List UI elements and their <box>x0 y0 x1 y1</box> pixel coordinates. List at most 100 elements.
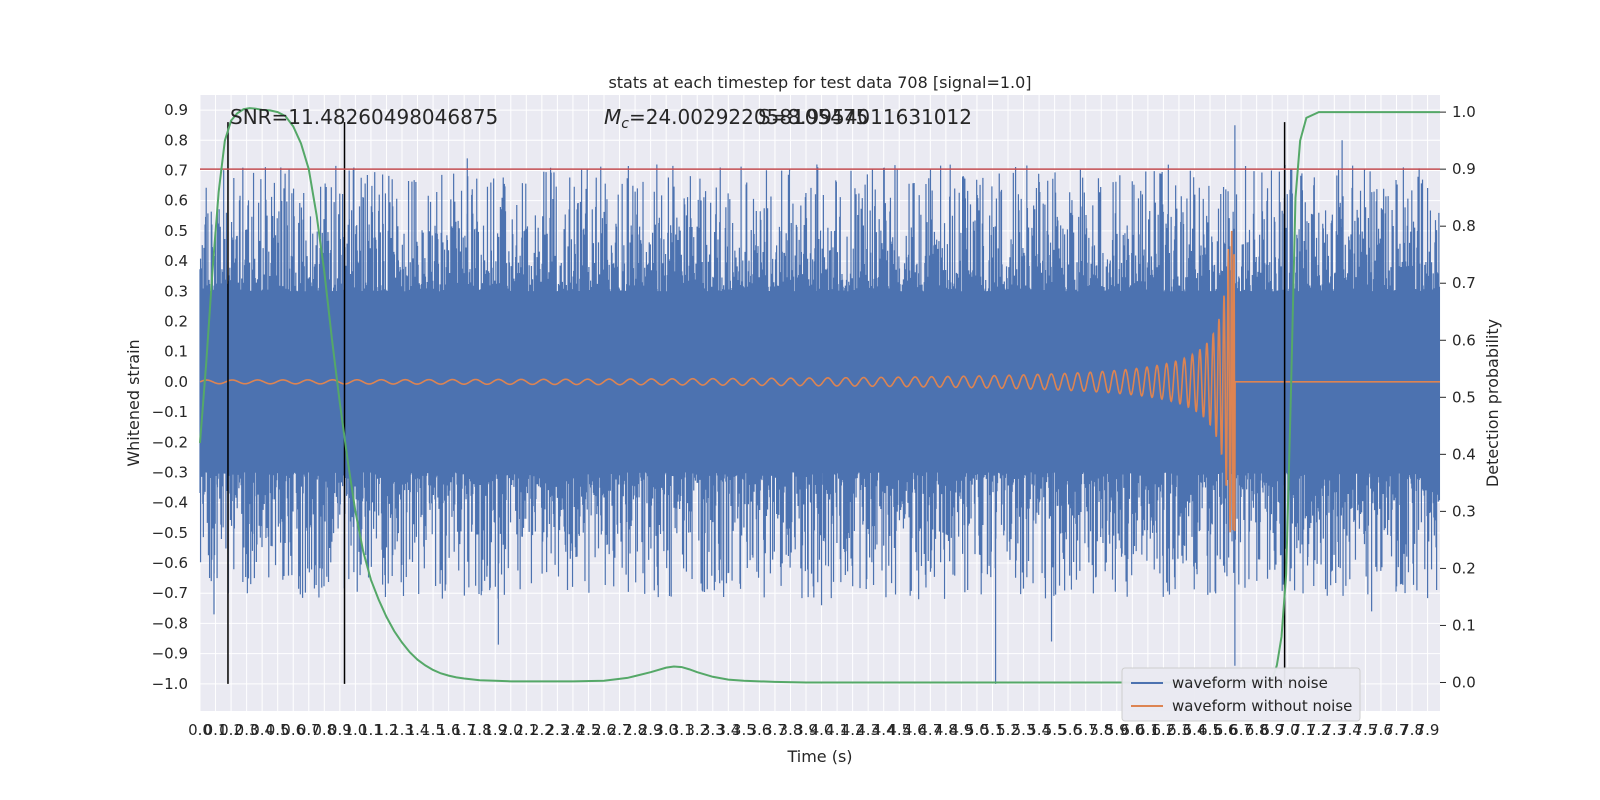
legend: waveform with noise waveform without noi… <box>1121 667 1361 722</box>
x-tick-label: 6.8 <box>1245 721 1269 739</box>
x-tick-label: 1.1 <box>359 721 383 739</box>
x-tick-label: 0.1 <box>204 721 228 739</box>
y-right-tick-label: 0.8 <box>1452 217 1476 235</box>
x-tick-label: 4.7 <box>918 721 942 739</box>
x-tick-label: 0.2 <box>219 721 243 739</box>
y-left-tick-label: −0.4 <box>152 494 188 512</box>
y-right-tick-label: 0.2 <box>1452 559 1476 577</box>
y-axis-right-label: Detection probability <box>1483 319 1502 487</box>
x-tick-label: 6.6 <box>1214 721 1238 739</box>
y-left-tick-label: −0.3 <box>152 463 188 481</box>
x-tick-label: 7.9 <box>1416 721 1440 739</box>
y-left-tick-label: 0.7 <box>164 161 188 179</box>
x-tick-label: 7.1 <box>1291 721 1315 739</box>
x-tick-label: 4.9 <box>949 721 973 739</box>
x-tick-label: 7.4 <box>1338 721 1362 739</box>
y-left-tick-label: 0.0 <box>164 373 188 391</box>
x-tick-label: 2.6 <box>592 721 616 739</box>
legend-label-clean: waveform without noise <box>1172 697 1352 715</box>
x-tick-label: 1.9 <box>483 721 507 739</box>
y-left-tick-label: 0.5 <box>164 222 188 240</box>
x-tick-label: 2.2 <box>530 721 554 739</box>
tick-layer: 0.00.10.20.30.40.50.60.70.80.91.01.11.21… <box>152 101 1476 739</box>
y-left-tick-label: −0.8 <box>152 614 188 632</box>
y-left-tick-label: −0.9 <box>152 645 188 663</box>
x-tick-label: 1.6 <box>437 721 461 739</box>
x-tick-label: 1.3 <box>390 721 414 739</box>
x-tick-label: 7.0 <box>1276 721 1300 739</box>
y-right-tick-label: 0.5 <box>1452 388 1476 406</box>
x-tick-label: 5.2 <box>996 721 1020 739</box>
y-left-tick-label: −0.5 <box>152 524 188 542</box>
x-tick-label: 1.7 <box>452 721 476 739</box>
x-tick-label: 0.5 <box>266 721 290 739</box>
x-tick-label: 7.7 <box>1385 721 1409 739</box>
x-tick-label: 6.1 <box>1136 721 1160 739</box>
x-tick-label: 4.0 <box>810 721 834 739</box>
x-tick-label: 3.5 <box>732 721 756 739</box>
x-tick-label: 7.6 <box>1369 721 1393 739</box>
y-right-tick-label: 0.1 <box>1452 616 1476 634</box>
x-axis-label: Time (s) <box>786 747 852 766</box>
y-left-tick-label: 0.9 <box>164 101 188 119</box>
chart-title: stats at each timestep for test data 708… <box>608 73 1031 92</box>
y-left-tick-label: 0.3 <box>164 282 188 300</box>
x-tick-label: 2.7 <box>608 721 632 739</box>
x-tick-label: 2.0 <box>499 721 523 739</box>
x-tick-label: 6.3 <box>1167 721 1191 739</box>
x-tick-label: 5.3 <box>1012 721 1036 739</box>
x-tick-label: 2.8 <box>623 721 647 739</box>
x-tick-label: 6.2 <box>1151 721 1175 739</box>
y-left-tick-label: −1.0 <box>152 675 188 693</box>
x-tick-label: 4.3 <box>856 721 880 739</box>
x-tick-label: 0.6 <box>281 721 305 739</box>
x-tick-label: 0.8 <box>312 721 336 739</box>
y-left-tick-label: −0.6 <box>152 554 188 572</box>
x-tick-label: 3.6 <box>747 721 771 739</box>
y-right-tick-label: 0.9 <box>1452 160 1476 178</box>
x-tick-label: 4.4 <box>872 721 896 739</box>
x-tick-label: 0.3 <box>235 721 259 739</box>
x-tick-label: 1.5 <box>421 721 445 739</box>
x-tick-label: 4.2 <box>841 721 865 739</box>
y-right-tick-label: 0.0 <box>1452 673 1476 691</box>
y-right-tick-label: 1.0 <box>1452 103 1476 121</box>
snr-annotation: SNR=11.48260498046875 <box>230 105 498 129</box>
overlap-annotation: S=8.9954011631012 <box>758 105 972 129</box>
x-tick-label: 6.0 <box>1120 721 1144 739</box>
x-tick-label: 3.0 <box>654 721 678 739</box>
x-tick-label: 5.9 <box>1105 721 1129 739</box>
clean-waveform-layer <box>199 230 1440 533</box>
chirp-mass-annotation: Mc=24.002922058105475 <box>604 105 868 132</box>
x-tick-label: 5.1 <box>981 721 1005 739</box>
y-right-tick-label: 0.7 <box>1452 274 1476 292</box>
x-tick-label: 7.2 <box>1307 721 1331 739</box>
x-tick-label: 2.1 <box>514 721 538 739</box>
x-tick-label: 2.5 <box>577 721 601 739</box>
x-tick-label: 3.1 <box>670 721 694 739</box>
x-tick-label: 0.4 <box>250 721 274 739</box>
x-tick-label: 2.3 <box>545 721 569 739</box>
x-tick-label: 4.1 <box>825 721 849 739</box>
y-left-tick-label: 0.1 <box>164 343 188 361</box>
x-tick-label: 5.4 <box>1027 721 1051 739</box>
y-left-tick-label: −0.1 <box>152 403 188 421</box>
x-tick-label: 6.4 <box>1183 721 1207 739</box>
x-tick-label: 0.9 <box>328 721 352 739</box>
x-tick-label: 2.4 <box>561 721 585 739</box>
y-right-tick-label: 0.4 <box>1452 445 1476 463</box>
y-left-tick-label: 0.8 <box>164 131 188 149</box>
x-tick-label: 5.7 <box>1074 721 1098 739</box>
x-tick-label: 2.9 <box>639 721 663 739</box>
y-right-tick-label: 0.3 <box>1452 502 1476 520</box>
x-tick-label: 1.4 <box>406 721 430 739</box>
x-tick-label: 3.3 <box>701 721 725 739</box>
x-tick-label: 1.8 <box>468 721 492 739</box>
x-tick-label: 3.4 <box>716 721 740 739</box>
x-tick-label: 6.5 <box>1198 721 1222 739</box>
y-left-tick-label: 0.2 <box>164 312 188 330</box>
waveform-without-noise-line <box>199 230 1440 533</box>
x-tick-label: 5.6 <box>1058 721 1082 739</box>
